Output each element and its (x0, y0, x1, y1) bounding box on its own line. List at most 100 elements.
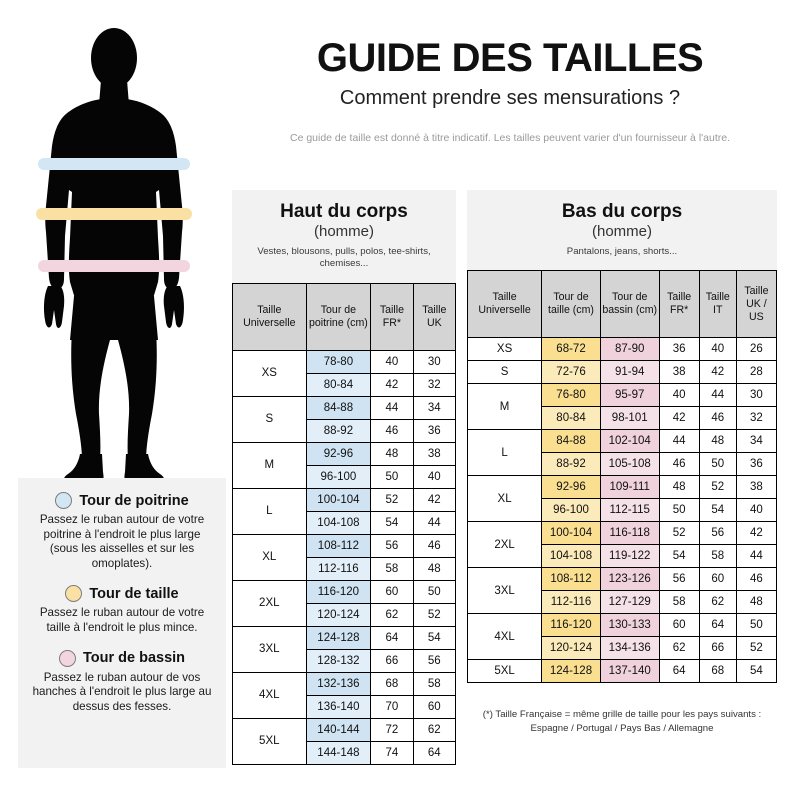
hip-measure-cell: 95-97 (599, 383, 660, 408)
measurement-legend: Tour de poitrine Passez le ruban autour d… (18, 478, 226, 768)
table-row: 4XL 116-120 130-133 60 64 50 (466, 613, 778, 661)
chest-measure-cell: 96-100 (305, 464, 372, 489)
hip-measure-cell: 109-111 (599, 475, 660, 500)
hip-measure-cell: 102-104 (599, 429, 660, 454)
fr-size-cell: 62 (658, 636, 700, 661)
legend-title: Tour de poitrine (79, 492, 189, 509)
universal-size-cell: XS (466, 337, 543, 362)
uk-size-cell: 64 (412, 740, 457, 765)
universal-size-cell: 3XL (466, 567, 543, 615)
it-size-cell: 58 (698, 544, 737, 569)
it-size-cell: 62 (698, 590, 737, 615)
page-title: GUIDE DES TAILLES (316, 36, 704, 80)
fr-size-cell: 38 (658, 360, 700, 385)
chest-measure-cell: 112-116 (305, 556, 372, 581)
legend-title: Tour de bassin (82, 650, 186, 667)
chest-measure-cell: 88-92 (305, 418, 372, 443)
fr-size-cell: 74 (370, 740, 414, 765)
lower-body-size-table: Taille Universelle Tour de taille (cm) Tou… (466, 270, 778, 684)
chest-measure-cell: 116-120 (305, 579, 372, 604)
universal-size-cell: 4XL (466, 613, 543, 661)
color-dot-icon (65, 585, 83, 603)
hip-measure-cell: 130-133 (599, 613, 660, 638)
waist-measure-cell: 88-92 (541, 452, 601, 477)
lower-body-title: Bas du corps (561, 201, 683, 222)
uk-size-cell: 30 (735, 383, 778, 408)
fr-size-cell: 48 (370, 441, 414, 466)
legend-title: Tour de taille (89, 585, 179, 602)
uk-size-cell: 44 (412, 510, 457, 535)
fr-size-cell: 44 (658, 429, 700, 454)
uk-size-cell: 56 (412, 648, 457, 673)
it-size-cell: 60 (698, 567, 737, 592)
lower-body-size-table-block: Bas du corps (homme) Pantalons, jeans, s… (466, 190, 778, 684)
hip-measure-band (38, 260, 190, 272)
hip-measure-cell: 112-115 (599, 498, 660, 523)
column-header: Taille UK / US (735, 270, 778, 339)
fr-size-cell: 60 (370, 579, 414, 604)
fr-size-cell: 56 (370, 533, 414, 558)
uk-size-cell: 58 (412, 671, 457, 696)
upper-body-size-table: Taille Universelle Tour de poitrine (cm) T… (232, 282, 457, 765)
universal-size-cell: XL (232, 533, 307, 581)
it-size-cell: 40 (698, 337, 737, 362)
column-header: Tour de bassin (cm) (599, 270, 660, 339)
universal-size-cell: M (466, 383, 543, 431)
chest-measure-cell: 92-96 (305, 441, 372, 466)
fr-size-cell: 58 (658, 590, 700, 615)
legend-entry: Tour de bassin Passez le ruban autour de … (24, 649, 220, 715)
uk-size-cell: 36 (412, 418, 457, 443)
fr-size-cell: 72 (370, 717, 414, 742)
it-size-cell: 68 (698, 659, 737, 684)
upper-body-title: Haut du corps (280, 201, 408, 222)
fr-size-cell: 52 (658, 521, 700, 546)
hip-measure-cell: 116-118 (599, 521, 660, 546)
waist-measure-cell: 80-84 (541, 406, 601, 431)
table-row: 4XL 132-136 68 58 (232, 671, 457, 719)
footnote-line: (*) Taille Française = même grille de ta… (482, 709, 762, 720)
fr-size-cell: 70 (370, 694, 414, 719)
hip-measure-cell: 98-101 (599, 406, 660, 431)
uk-size-cell: 28 (735, 360, 778, 385)
uk-size-cell: 52 (412, 602, 457, 627)
table-row: 3XL 108-112 123-126 56 60 46 (466, 567, 778, 615)
legend-head: Tour de taille (24, 585, 220, 603)
hip-measure-cell: 119-122 (599, 544, 660, 569)
waist-measure-band (36, 208, 192, 220)
column-header: Taille IT (698, 270, 737, 339)
it-size-cell: 54 (698, 498, 737, 523)
chest-measure-band (38, 158, 190, 170)
table-row: M 76-80 95-97 40 44 30 (466, 383, 778, 431)
hip-measure-cell: 105-108 (599, 452, 660, 477)
chest-measure-cell: 120-124 (305, 602, 372, 627)
fr-size-cell: 64 (658, 659, 700, 684)
waist-measure-cell: 120-124 (541, 636, 601, 661)
upper-body-table-heading: Haut du corps (homme) Vestes, blousons, … (232, 190, 456, 283)
fr-size-cell: 44 (370, 395, 414, 420)
legend-head: Tour de poitrine (24, 492, 220, 509)
uk-size-cell: 32 (735, 406, 778, 431)
legend-description: Passez le ruban autour de votre taille à… (39, 606, 205, 634)
table-row: XS 68-72 87-90 36 40 26 (466, 337, 778, 362)
table-row: 80-84 42 32 (233, 372, 457, 397)
uk-size-cell: 46 (735, 567, 778, 592)
lower-body-gender: (homme) (591, 222, 652, 240)
uk-size-cell: 42 (412, 487, 457, 512)
france-size-footnote: (*) Taille Française = même grille de ta… (467, 708, 777, 736)
table-row: 2XL 100-104 116-118 52 56 42 (466, 521, 778, 569)
universal-size-cell: L (466, 429, 543, 477)
uk-size-cell: 60 (412, 694, 457, 719)
table-row: 2XL 116-120 60 50 (232, 579, 457, 627)
column-header: Taille FR* (370, 282, 414, 351)
fr-size-cell: 58 (370, 556, 414, 581)
table-row: 144-148 74 64 (233, 740, 457, 765)
legend-description: Passez le ruban autour de vos hanches à … (32, 670, 212, 713)
universal-size-cell: L (232, 487, 307, 535)
chest-measure-cell: 80-84 (305, 372, 372, 397)
waist-measure-cell: 76-80 (541, 383, 601, 408)
table-row: 96-100 112-115 50 54 40 (468, 498, 778, 523)
uk-size-cell: 34 (735, 429, 778, 454)
table-row: 120-124 134-136 62 66 52 (468, 636, 778, 661)
universal-size-cell: 2XL (466, 521, 543, 569)
chest-measure-cell: 136-140 (305, 694, 372, 719)
